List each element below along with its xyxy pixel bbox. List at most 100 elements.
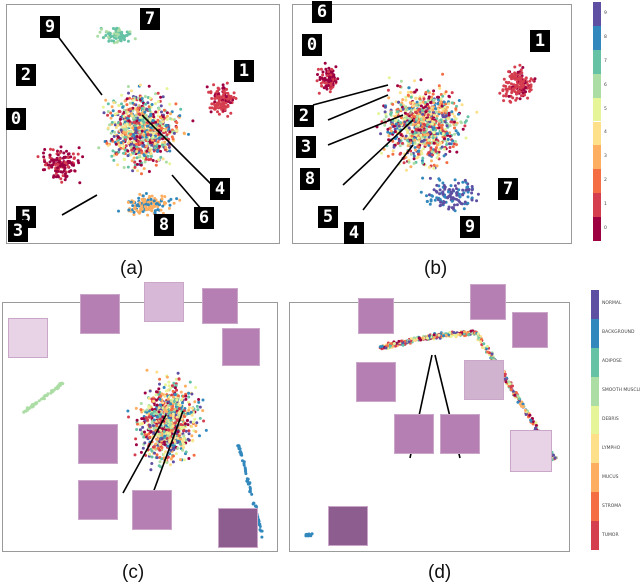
b-point xyxy=(443,137,446,141)
b-point xyxy=(450,101,454,105)
b-point xyxy=(453,184,457,188)
a-point xyxy=(158,144,161,148)
a-point xyxy=(42,151,45,155)
a-point xyxy=(217,99,221,103)
a-point xyxy=(145,135,148,139)
digit-label: 6 xyxy=(312,1,332,23)
b-point xyxy=(404,105,408,109)
b-point xyxy=(513,74,517,78)
b-point xyxy=(459,121,463,125)
b-point xyxy=(397,139,401,143)
c-point xyxy=(155,415,159,419)
b-point xyxy=(466,195,470,199)
d-point xyxy=(523,408,527,412)
a-point xyxy=(123,148,127,152)
c-point xyxy=(151,445,155,449)
b-point xyxy=(451,188,455,192)
a-point xyxy=(131,151,135,155)
b-point xyxy=(422,97,426,101)
a-point xyxy=(148,109,152,113)
c-point xyxy=(186,423,190,427)
b-point xyxy=(417,131,421,135)
b-point xyxy=(327,70,330,74)
b-point xyxy=(392,145,396,149)
a-point xyxy=(167,199,171,203)
c-point xyxy=(133,453,137,457)
a-point xyxy=(132,140,136,144)
c-point xyxy=(150,462,154,465)
a-point xyxy=(63,172,67,176)
b-point xyxy=(443,105,447,109)
b-point xyxy=(383,105,387,109)
a-point xyxy=(123,38,126,42)
a-point xyxy=(229,111,233,115)
a-point xyxy=(106,110,110,113)
colorbar-segment xyxy=(593,121,601,146)
c-point xyxy=(237,445,241,449)
c-point xyxy=(168,440,172,444)
a-point xyxy=(135,135,139,138)
d-point xyxy=(521,402,525,406)
c-point xyxy=(151,424,155,428)
colorbar-label: 4 xyxy=(604,130,607,136)
a-point xyxy=(152,199,156,203)
b-point xyxy=(454,107,458,111)
a-point xyxy=(144,192,148,195)
d-point xyxy=(490,356,494,360)
c-point xyxy=(157,387,161,391)
a-point xyxy=(160,126,164,130)
c-point xyxy=(148,452,152,456)
b-point xyxy=(453,132,457,136)
a-point xyxy=(178,114,182,118)
b-point xyxy=(430,125,434,129)
b-point xyxy=(526,83,530,86)
b-point xyxy=(414,128,418,132)
c-point xyxy=(160,437,164,441)
b-point xyxy=(391,149,395,153)
b-point xyxy=(413,141,417,145)
a-point xyxy=(42,155,46,159)
colorbar-label: 5 xyxy=(604,106,607,112)
c-point xyxy=(153,409,157,413)
d-point xyxy=(534,421,538,425)
c-point xyxy=(164,450,167,454)
b-point xyxy=(409,165,413,169)
caption-b: (b) xyxy=(424,258,448,279)
c-point xyxy=(167,384,171,388)
b-point xyxy=(382,147,386,151)
c-point xyxy=(174,402,178,406)
c-point xyxy=(182,434,186,438)
b-point xyxy=(418,97,422,101)
a-point xyxy=(51,148,55,152)
b-point xyxy=(409,95,413,99)
a-point xyxy=(130,145,133,149)
d-point xyxy=(307,534,311,538)
a-point xyxy=(131,130,135,134)
a-point xyxy=(161,143,164,147)
b-point xyxy=(431,108,435,112)
panel-b xyxy=(292,4,572,244)
c-point xyxy=(186,418,189,422)
b-point xyxy=(324,67,328,71)
a-point xyxy=(167,127,171,131)
a-point xyxy=(191,119,195,123)
tissue-thumbnail xyxy=(78,480,118,520)
a-point xyxy=(168,102,172,106)
c-point xyxy=(187,391,191,395)
b-point xyxy=(419,149,423,153)
b-point xyxy=(455,104,458,108)
colorbar-label: 3 xyxy=(604,154,607,160)
a-point xyxy=(140,129,144,133)
a-point xyxy=(147,84,151,88)
a-point xyxy=(127,32,131,36)
b-point xyxy=(438,204,442,208)
a-point xyxy=(175,121,179,125)
a-point xyxy=(146,200,150,204)
a-point xyxy=(107,39,111,43)
a-point xyxy=(138,155,142,159)
a-point xyxy=(172,201,176,205)
a-point xyxy=(136,107,140,110)
b-point xyxy=(408,117,412,121)
b-point xyxy=(455,193,459,197)
c-point xyxy=(169,386,172,390)
